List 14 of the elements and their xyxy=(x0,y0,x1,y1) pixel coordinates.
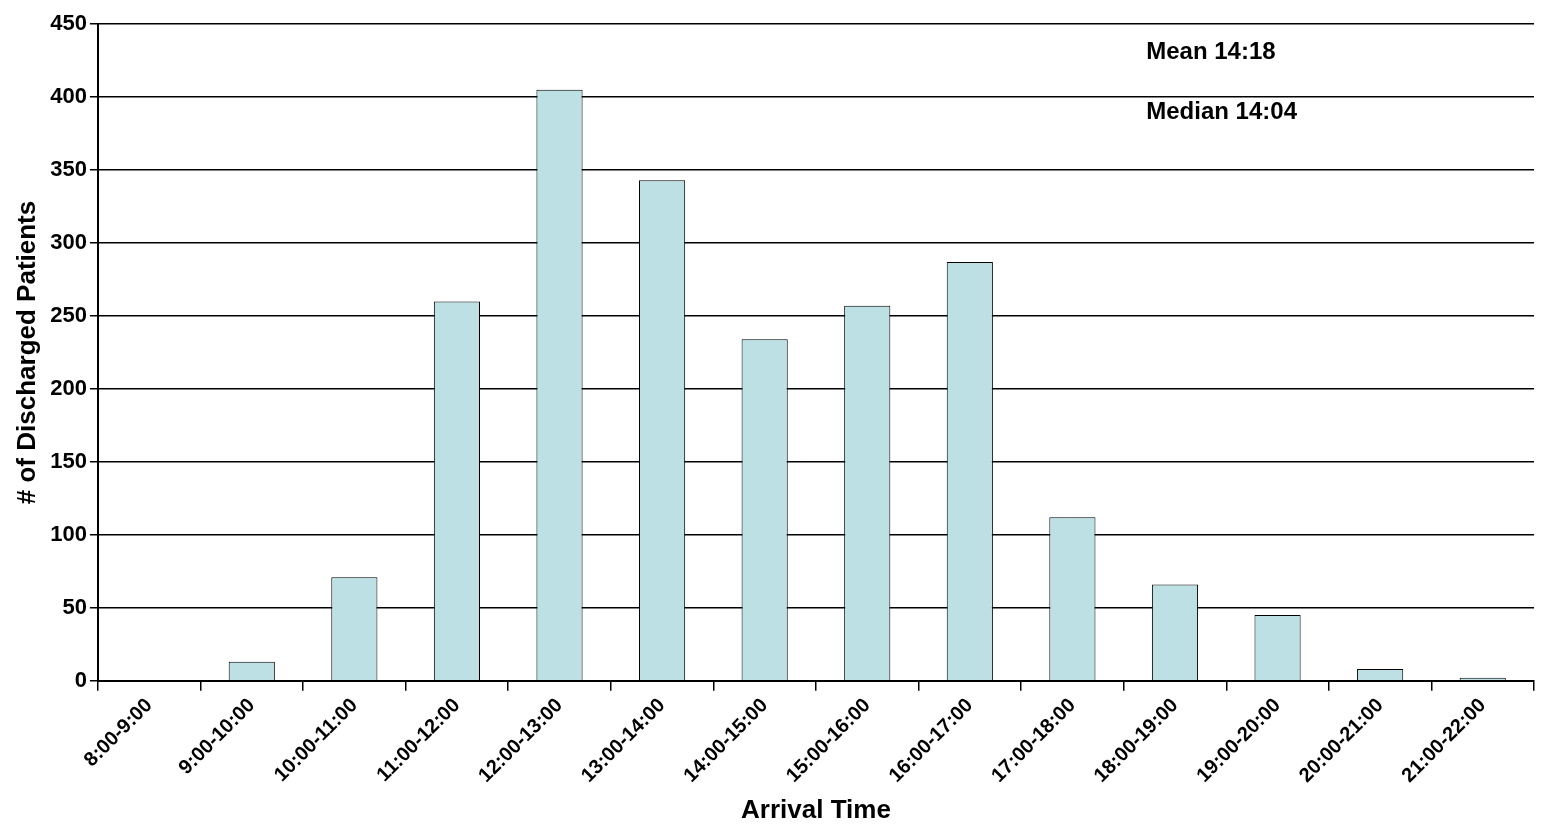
y-tick-label: 250 xyxy=(50,302,87,328)
y-tick-label: 150 xyxy=(50,447,87,473)
y-tick-label: 50 xyxy=(62,593,87,619)
x-axis-title: Arrival Time xyxy=(741,793,891,824)
y-tick-label: 200 xyxy=(50,375,87,401)
y-tick-label: 300 xyxy=(50,229,87,255)
y-tick-label: 450 xyxy=(50,10,87,36)
y-tick-label: 350 xyxy=(50,156,87,182)
y-tick-label: 100 xyxy=(50,520,87,546)
annotation: Mean 14:18 xyxy=(1146,36,1276,64)
y-tick-label: 0 xyxy=(74,666,87,692)
annotation: Median 14:04 xyxy=(1146,96,1298,124)
y-tick-label: 400 xyxy=(50,83,87,109)
y-axis-title: # of Discharged Patients xyxy=(10,200,41,505)
